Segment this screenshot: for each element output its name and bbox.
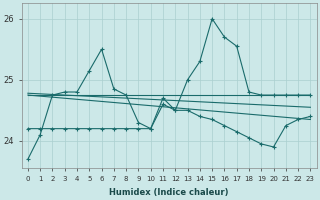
- X-axis label: Humidex (Indice chaleur): Humidex (Indice chaleur): [109, 188, 229, 197]
